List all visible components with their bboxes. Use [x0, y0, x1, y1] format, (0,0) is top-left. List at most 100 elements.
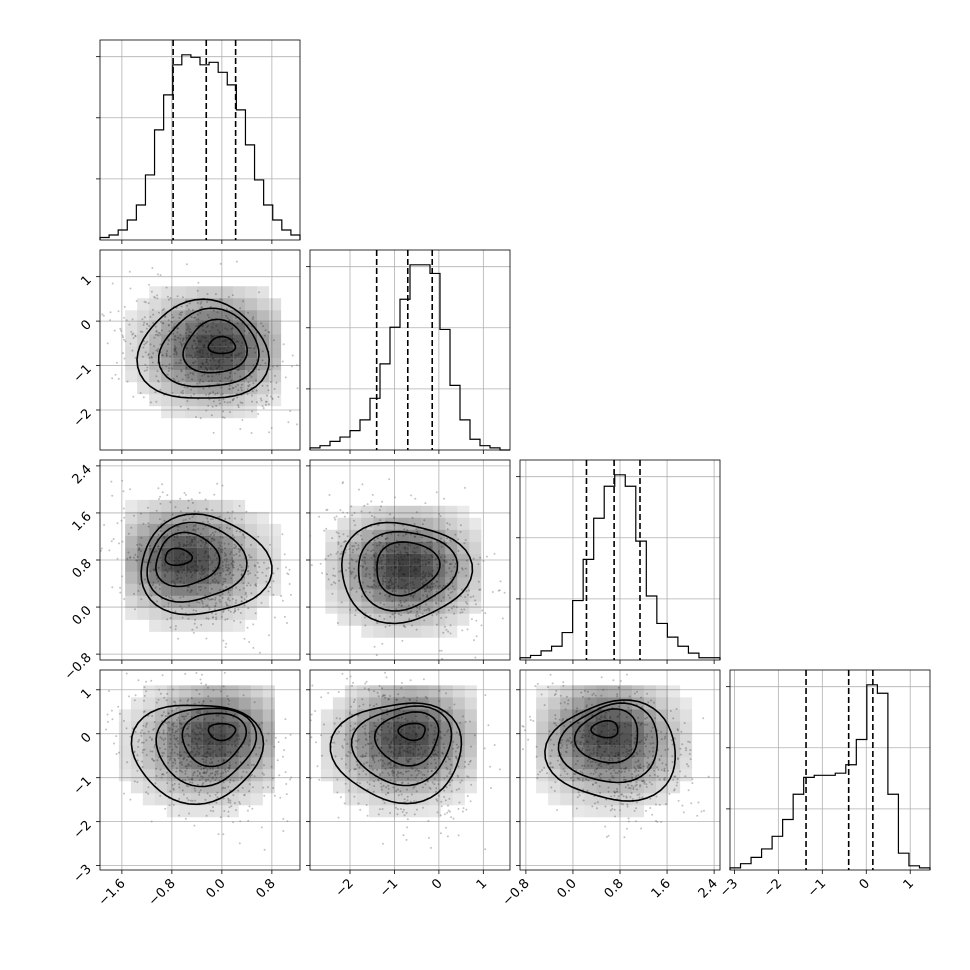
sample-point: [248, 790, 251, 793]
sample-point: [455, 757, 458, 760]
sample-point: [161, 674, 164, 677]
density-panel-2-1: [279, 460, 510, 660]
density-cell: [245, 310, 258, 323]
density-cell: [409, 529, 422, 542]
sample-point: [336, 732, 339, 735]
sample-point: [232, 821, 235, 824]
sample-point: [591, 805, 594, 808]
sample-point: [181, 779, 184, 781]
density-cell: [245, 298, 258, 311]
sample-point: [208, 386, 211, 389]
sample-point: [379, 774, 382, 777]
sample-point: [220, 298, 223, 301]
sample-point: [168, 363, 171, 366]
density-cell: [250, 781, 263, 794]
sample-point: [205, 771, 207, 774]
density-cell: [416, 733, 429, 746]
density-cell: [385, 565, 398, 578]
sample-point: [225, 566, 227, 569]
sample-point: [279, 500, 281, 502]
sample-point: [332, 567, 335, 570]
sample-point: [690, 802, 693, 805]
sample-point: [242, 300, 244, 303]
sample-point: [543, 704, 546, 707]
sample-point: [272, 787, 275, 789]
sample-point: [265, 400, 267, 403]
sample-point: [273, 745, 276, 748]
sample-point: [616, 790, 619, 793]
sample-point: [198, 793, 201, 796]
sample-point: [233, 611, 235, 614]
sample-point: [567, 740, 570, 742]
sample-point: [220, 690, 222, 693]
sample-point: [203, 771, 205, 773]
sample-point: [340, 725, 343, 728]
sample-point: [465, 574, 468, 577]
sample-point: [288, 583, 291, 585]
sample-point: [226, 401, 229, 404]
sample-point: [447, 588, 450, 591]
sample-point: [188, 778, 191, 781]
sample-point: [234, 802, 236, 805]
sample-point: [621, 793, 623, 796]
sample-point: [532, 719, 535, 722]
sample-point: [202, 606, 205, 608]
sample-point: [623, 770, 626, 773]
sample-point: [595, 807, 598, 810]
sample-point: [312, 357, 314, 359]
density-cell: [202, 805, 215, 818]
sample-point: [388, 774, 391, 776]
density-cell: [221, 511, 234, 524]
sample-point: [199, 678, 202, 681]
sample-point: [133, 592, 135, 595]
density-cell: [178, 757, 191, 770]
sample-point: [449, 632, 452, 635]
density-cell: [332, 697, 345, 710]
sample-point: [550, 664, 552, 666]
sample-point: [241, 596, 244, 599]
panel-frame: [729, 669, 931, 871]
sample-point: [221, 568, 224, 570]
sample-point: [607, 790, 610, 793]
sample-point: [280, 595, 283, 597]
sample-point: [239, 621, 242, 624]
density-cell: [137, 499, 150, 512]
density-cell: [325, 601, 338, 614]
sample-point: [243, 637, 246, 640]
sample-point: [385, 676, 388, 679]
sample-point: [231, 399, 234, 402]
density-cell: [197, 406, 210, 419]
sample-point: [195, 672, 198, 674]
sample-point: [167, 605, 170, 608]
sample-point: [143, 710, 146, 713]
sample-point: [251, 390, 254, 393]
sample-point: [209, 772, 212, 775]
sample-point: [703, 809, 705, 812]
sample-point: [455, 743, 458, 746]
sample-point: [211, 405, 214, 408]
sample-point: [635, 781, 638, 784]
sample-point: [145, 327, 148, 330]
sample-point: [549, 755, 552, 758]
sample-point: [214, 393, 217, 396]
density-cell: [361, 505, 374, 518]
sample-point: [354, 614, 357, 617]
density-cell: [125, 322, 138, 335]
density-cell: [262, 769, 275, 782]
sample-point: [450, 570, 453, 573]
sample-point: [434, 767, 437, 770]
density-cell: [233, 286, 246, 299]
sample-point: [221, 536, 224, 539]
sample-point: [108, 549, 111, 552]
sample-point: [120, 519, 123, 522]
sample-point: [452, 817, 455, 820]
sample-point: [141, 355, 144, 358]
sample-point: [628, 787, 630, 789]
sample-point: [349, 729, 352, 732]
sample-point: [382, 694, 385, 697]
sample-point: [591, 694, 594, 696]
sample-point: [170, 313, 173, 316]
sample-point: [358, 773, 361, 776]
sample-point: [362, 755, 364, 758]
sample-point: [162, 731, 165, 734]
